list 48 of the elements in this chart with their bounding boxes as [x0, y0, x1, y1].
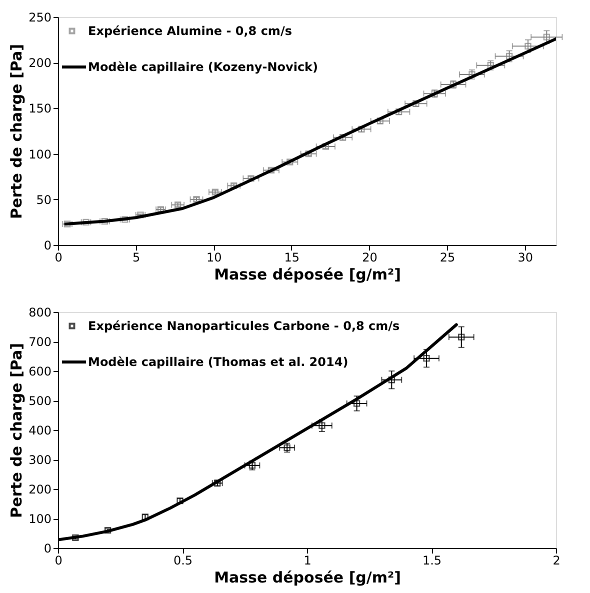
y-tick-label: 250	[28, 10, 52, 24]
point	[82, 218, 90, 226]
y-tick-label: 400	[28, 424, 52, 438]
legend-label: Expérience Nanoparticules Carbone - 0,8 cm/s	[88, 319, 400, 333]
point	[543, 34, 550, 40]
x-tick-label: 15	[284, 250, 300, 264]
point	[122, 216, 128, 223]
point	[318, 422, 326, 429]
x-tick-label: 0.5	[173, 554, 193, 568]
x-tick-label: 1	[304, 554, 312, 568]
x-axis-title: Masse déposée [g/m²]	[214, 568, 401, 586]
point	[458, 334, 465, 340]
y-axis-title: Perte de charge [Pa]	[8, 44, 26, 219]
y-tick-label: 100	[28, 147, 52, 162]
y-axis-title: Perte de charge [Pa]	[8, 343, 26, 518]
legend-label: Modèle capillaire (Kozeny-Novick)	[88, 60, 318, 74]
y-tick-label: 200	[28, 482, 52, 496]
y-tick-label: 0	[44, 542, 52, 556]
x-tick-label: 1.5	[422, 554, 442, 568]
point	[388, 376, 395, 384]
y-tick-label: 500	[28, 394, 52, 408]
y-tick-label: 800	[28, 306, 52, 320]
x-tick-label: 10	[206, 250, 222, 264]
y-tick-label: 600	[28, 364, 52, 378]
line-series	[64, 37, 556, 226]
y-tick-label: 100	[28, 512, 52, 526]
point	[468, 71, 476, 78]
point	[353, 400, 360, 407]
x-tick-label: 30	[518, 250, 534, 264]
y-tick-label: 150	[28, 102, 52, 116]
point	[64, 220, 71, 228]
legend-label: Modèle capillaire (Thomas et al. 2014)	[88, 355, 348, 369]
y-tick-label: 300	[28, 453, 52, 467]
x-axis-title: Masse déposée [g/m²]	[214, 266, 401, 284]
y-tick-label: 200	[28, 56, 52, 70]
y-tick-label: 50	[36, 192, 52, 207]
y-tick-label: 700	[28, 335, 52, 349]
x-tick-label: 5	[132, 250, 140, 264]
point	[248, 462, 256, 469]
point	[524, 42, 532, 50]
x-tick-label: 0	[54, 554, 62, 568]
point	[423, 354, 430, 362]
y-tick-label: 0	[44, 238, 52, 252]
x-tick-label: 0	[54, 250, 62, 264]
legend-label: Expérience Alumine - 0,8 cm/s	[88, 24, 292, 38]
x-tick-label: 2	[552, 554, 560, 568]
x-tick-label: 25	[440, 250, 456, 264]
x-tick-label: 20	[362, 250, 378, 264]
